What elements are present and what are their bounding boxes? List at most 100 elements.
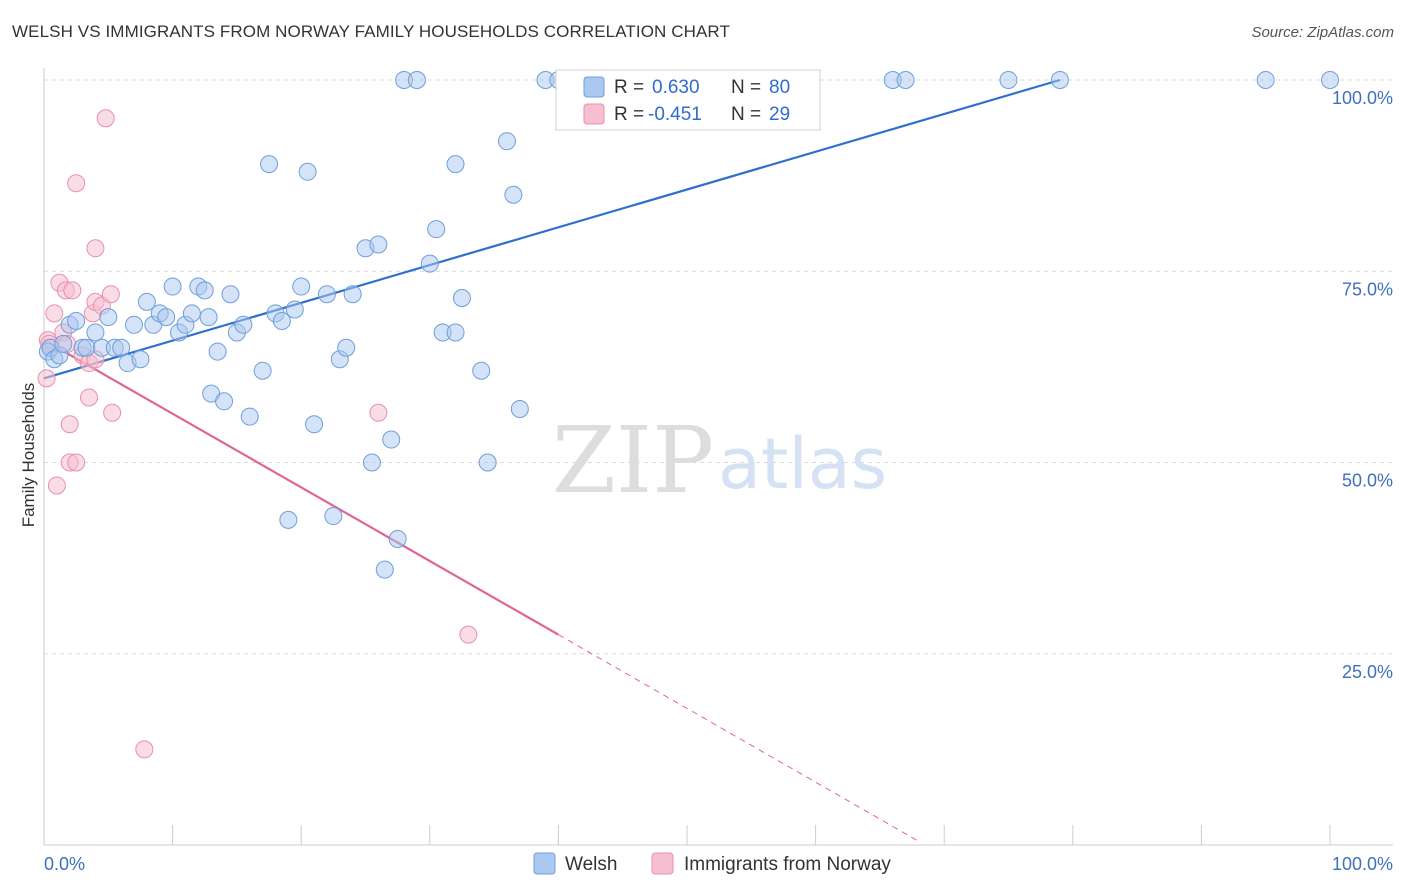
welsh-point — [125, 315, 144, 334]
welsh-point — [137, 292, 156, 311]
welsh-point — [362, 453, 381, 472]
norway-n-label: N = — [731, 104, 761, 125]
norway-point — [459, 625, 478, 644]
norway-point — [86, 239, 105, 258]
gridlines — [44, 79, 1393, 655]
welsh-point — [337, 338, 356, 357]
welsh-point — [1321, 71, 1339, 89]
welsh-point — [420, 254, 439, 273]
series-legend: Welsh Immigrants from Norway — [533, 852, 891, 875]
welsh-point — [221, 285, 240, 304]
norway-point — [67, 174, 86, 193]
welsh-point — [67, 311, 86, 330]
norway-series-swatch — [651, 852, 674, 875]
x-tick-label-max: 100.0% — [1332, 854, 1393, 874]
x-tick-label-min: 0.0% — [44, 854, 85, 874]
norway-trendline-extension — [558, 634, 919, 842]
welsh-point — [305, 415, 324, 434]
welsh-point — [407, 71, 426, 89]
welsh-point — [497, 132, 516, 151]
y-tick-labels: 25.0% 50.0% 75.0% 100.0% — [1332, 88, 1393, 682]
welsh-point — [86, 323, 105, 342]
norway-legend-swatch — [583, 103, 605, 125]
welsh-point — [279, 510, 298, 529]
welsh-point — [240, 407, 259, 426]
welsh-point — [1256, 71, 1275, 89]
welsh-point — [112, 338, 131, 357]
norway-point — [47, 476, 66, 495]
norway-point — [135, 740, 154, 759]
norway-point — [60, 415, 79, 434]
welsh-point — [472, 361, 491, 380]
welsh-point — [195, 281, 214, 300]
y-tick-label: 50.0% — [1342, 471, 1393, 491]
welsh-r-value: 0.630 — [652, 77, 700, 98]
welsh-point — [446, 323, 465, 342]
norway-point — [101, 285, 120, 304]
welsh-point — [272, 311, 291, 330]
norway-n-value: 29 — [769, 104, 790, 125]
welsh-point — [208, 342, 227, 361]
welsh-point — [1050, 71, 1069, 89]
welsh-point — [369, 235, 388, 254]
norway-point — [37, 369, 56, 388]
welsh-point — [182, 304, 201, 323]
welsh-point — [375, 560, 394, 579]
y-tick-label: 25.0% — [1342, 662, 1393, 682]
welsh-point — [54, 334, 73, 353]
welsh-series-swatch — [533, 852, 556, 875]
welsh-point — [157, 308, 176, 327]
welsh-point — [896, 71, 915, 89]
axes — [43, 68, 1393, 846]
welsh-point — [452, 289, 471, 308]
norway-points — [37, 109, 478, 759]
watermark-zip: ZIP — [552, 407, 714, 514]
welsh-point — [388, 530, 407, 548]
welsh-n-label: N = — [731, 77, 761, 98]
welsh-point — [317, 285, 336, 304]
welsh-point — [298, 162, 317, 181]
welsh-r-label: R = — [614, 77, 644, 98]
norway-series-label: Immigrants from Norway — [684, 854, 891, 875]
welsh-point — [478, 453, 497, 472]
welsh-point — [260, 155, 279, 174]
welsh-series-label: Welsh — [565, 854, 617, 875]
welsh-point — [504, 185, 523, 204]
watermark-atlas: atlas — [718, 423, 887, 505]
stats-legend: R = 0.630 N = 80 R = -0.451 N = 29 — [555, 69, 821, 131]
welsh-point — [99, 308, 118, 327]
welsh-legend-swatch — [583, 76, 605, 98]
welsh-point — [131, 350, 150, 369]
welsh-point — [999, 71, 1018, 89]
welsh-n-value: 80 — [769, 77, 790, 98]
norway-point — [103, 403, 122, 422]
norway-point — [80, 388, 99, 407]
welsh-point — [292, 277, 311, 296]
welsh-point — [343, 285, 362, 304]
welsh-point — [199, 308, 218, 327]
chart-title: WELSH VS IMMIGRANTS FROM NORWAY FAMILY H… — [12, 22, 730, 41]
norway-point — [369, 403, 388, 422]
welsh-point — [427, 220, 446, 239]
welsh-point — [215, 392, 234, 411]
source-label: Source: ZipAtlas.com — [1251, 24, 1394, 41]
norway-r-label: R = — [614, 104, 644, 125]
welsh-point — [510, 399, 529, 418]
welsh-point — [253, 361, 272, 380]
norway-point — [96, 109, 115, 128]
norway-trendline — [43, 339, 559, 636]
norway-r-value: -0.451 — [648, 104, 702, 125]
welsh-point — [324, 507, 343, 526]
y-axis-title: Family Households — [19, 383, 38, 528]
welsh-point — [234, 315, 253, 334]
trendlines — [43, 78, 1061, 842]
norway-point — [67, 453, 86, 472]
y-tick-label: 100.0% — [1332, 88, 1393, 108]
norway-point — [63, 281, 82, 300]
welsh-point — [446, 155, 465, 174]
welsh-point — [382, 430, 401, 449]
y-tick-label: 75.0% — [1342, 279, 1393, 299]
welsh-trendline — [43, 78, 1061, 380]
norway-point — [45, 304, 64, 323]
